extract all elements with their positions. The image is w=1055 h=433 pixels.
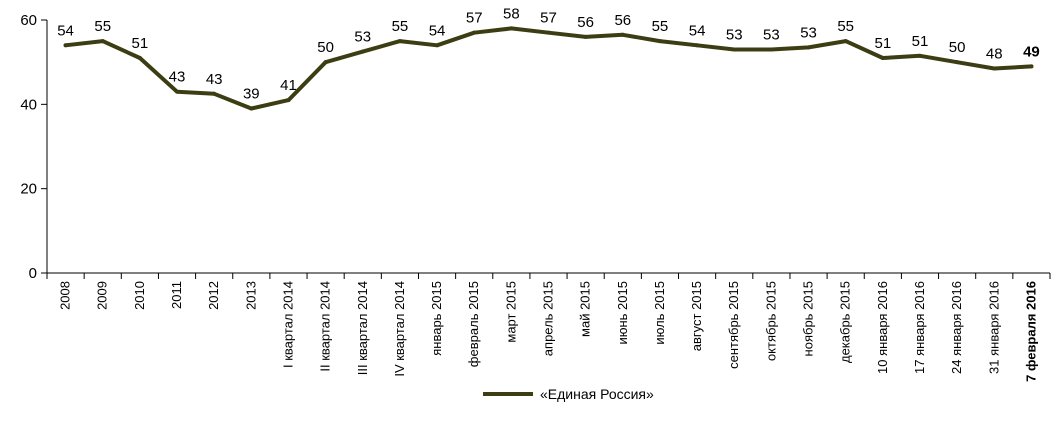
- data-label: 51: [912, 33, 929, 50]
- y-tick-label: 0: [29, 265, 37, 282]
- data-label: 54: [689, 22, 706, 39]
- data-point: [732, 47, 737, 52]
- x-tick-label: март 2015: [503, 281, 518, 343]
- data-point: [323, 60, 328, 65]
- x-tick-label: 31 января 2016: [986, 281, 1001, 374]
- x-tick-label: 2010: [132, 281, 147, 310]
- x-tick-label: 2009: [95, 281, 110, 310]
- data-label: 53: [354, 29, 371, 46]
- data-label: 48: [986, 45, 1003, 62]
- x-tick-label: I квартал 2014: [280, 281, 295, 368]
- data-point: [100, 39, 105, 44]
- x-tick-label: 2011: [169, 281, 184, 309]
- x-tick-label: III квартал 2014: [355, 281, 370, 375]
- data-point: [657, 39, 662, 44]
- data-label: 53: [726, 27, 743, 44]
- data-label: 49: [1023, 43, 1040, 60]
- data-point: [695, 43, 700, 48]
- data-label: 43: [206, 71, 223, 88]
- data-point: [286, 98, 291, 103]
- data-label: 57: [466, 10, 483, 27]
- x-axis: 2008 2009 2010 2011 2012 2013 I квартал 2014 II…: [46, 272, 1051, 382]
- data-point: [509, 26, 514, 31]
- x-tick-label: II квартал 2014: [318, 281, 333, 372]
- data-label: 55: [94, 18, 111, 35]
- data-point: [917, 53, 922, 58]
- data-point: [620, 32, 625, 37]
- x-tick-label: июль 2015: [652, 281, 667, 345]
- x-tick-label: сентябрь 2015: [726, 281, 741, 369]
- data-point: [212, 91, 217, 96]
- data-label: 57: [540, 10, 557, 27]
- x-tick-label: IV квартал 2014: [392, 281, 407, 377]
- data-label: 51: [132, 35, 149, 52]
- data-labels: 54 55 51 43 43 39 41 50 53 55 54 57 58 57 56 56 55 54 53 53…: [57, 5, 1040, 102]
- data-label: 50: [317, 39, 334, 56]
- data-point: [137, 55, 142, 60]
- data-point: [992, 66, 997, 71]
- data-label: 54: [57, 22, 74, 39]
- data-label: 55: [837, 18, 854, 35]
- data-point: [955, 60, 960, 65]
- data-label: 58: [503, 5, 520, 22]
- x-tick-label: август 2015: [689, 281, 704, 351]
- data-point: [435, 43, 440, 48]
- data-label: 43: [169, 69, 186, 86]
- y-tick-label: 20: [20, 181, 37, 198]
- data-point: [583, 34, 588, 39]
- data-point: [880, 55, 885, 60]
- x-tick-label: 2013: [243, 281, 258, 310]
- data-point: [360, 49, 365, 54]
- x-tick-label: 17 января 2016: [912, 281, 927, 374]
- x-tick-label: 24 января 2016: [949, 281, 964, 374]
- x-tick-label: 10 января 2016: [875, 281, 890, 374]
- data-label: 50: [949, 39, 966, 56]
- x-tick-label: 2012: [206, 281, 221, 310]
- x-tick-label: 2008: [58, 281, 73, 310]
- data-label: 53: [800, 24, 817, 41]
- data-point: [769, 47, 774, 52]
- data-label: 41: [280, 77, 297, 94]
- y-tick-label: 40: [20, 96, 37, 113]
- data-point: [843, 39, 848, 44]
- x-tick-label: январь 2015: [429, 281, 444, 356]
- data-label: 55: [392, 18, 409, 35]
- x-tick-label: октябрь 2015: [763, 281, 778, 361]
- x-tick-label: февраль 2015: [466, 281, 481, 367]
- legend: «Единая Россия»: [483, 386, 654, 402]
- x-tick-label: декабрь 2015: [838, 281, 853, 363]
- data-point: [806, 45, 811, 50]
- data-label: 53: [763, 27, 780, 44]
- data-label: 55: [652, 18, 669, 35]
- data-point: [175, 89, 180, 94]
- y-tick-label: 60: [20, 12, 37, 29]
- x-tick-label: май 2015: [578, 281, 593, 337]
- data-point: [1029, 64, 1034, 69]
- x-tick-label: апрель 2015: [541, 281, 556, 356]
- data-point: [397, 39, 402, 44]
- legend-label: «Единая Россия»: [540, 386, 654, 402]
- data-point: [249, 106, 254, 111]
- series-layer: [63, 26, 1034, 111]
- data-point: [472, 30, 477, 35]
- data-label: 54: [429, 22, 446, 39]
- data-label: 51: [874, 35, 891, 52]
- data-label: 56: [614, 12, 631, 29]
- data-label: 39: [243, 86, 260, 103]
- data-point: [546, 30, 551, 35]
- x-tick-label: 7 февраля 2016: [1023, 281, 1038, 382]
- data-point: [63, 43, 68, 48]
- x-tick-label: июнь 2015: [615, 281, 630, 345]
- y-axis: 0 20 40 60: [20, 12, 48, 282]
- data-label: 56: [577, 14, 594, 31]
- x-tick-label: ноябрь 2015: [801, 281, 816, 356]
